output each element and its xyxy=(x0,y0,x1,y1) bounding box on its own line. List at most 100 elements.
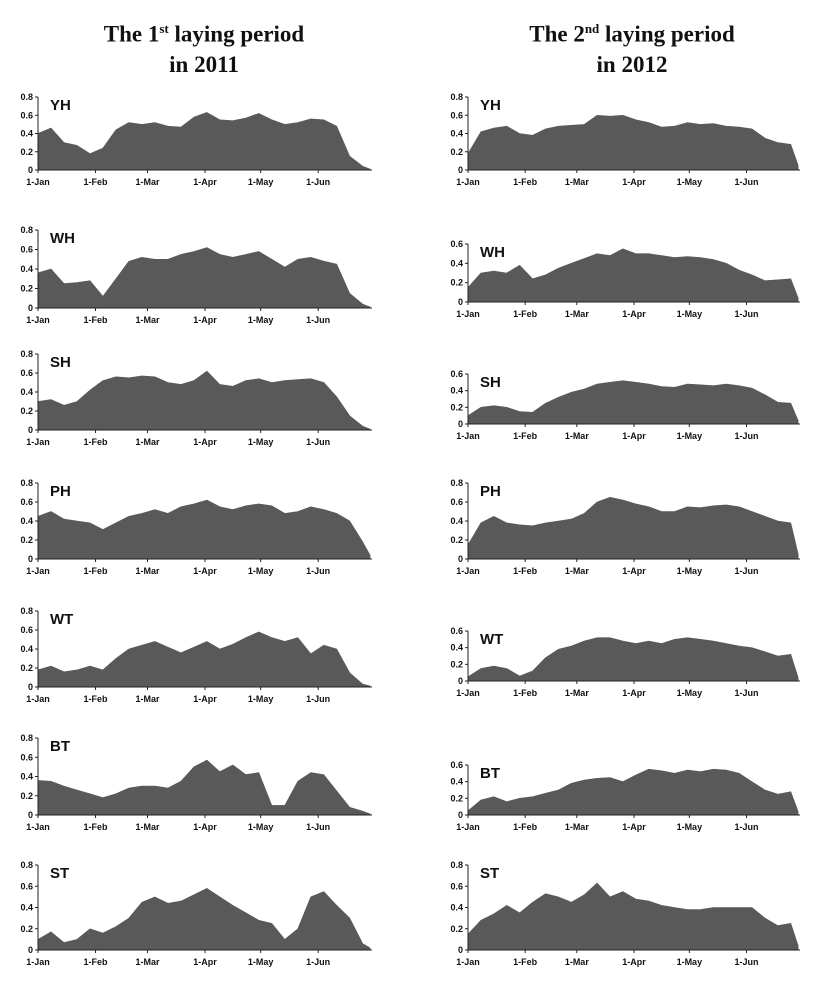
x-tick-label: 1-Mar xyxy=(565,431,590,441)
x-tick-label: 1-Jan xyxy=(456,431,480,441)
x-tick-label: 1-Jun xyxy=(735,688,759,698)
x-tick-label: 1-May xyxy=(677,431,703,441)
y-tick-label: 0.6 xyxy=(450,881,463,891)
x-tick-label: 1-May xyxy=(248,694,274,704)
y-tick-label: 0.2 xyxy=(20,406,33,416)
x-tick-label: 1-Jan xyxy=(26,437,50,447)
x-tick-label: 1-Jun xyxy=(735,957,759,967)
x-tick-label: 1-Apr xyxy=(193,566,217,576)
y-tick-label: 0.2 xyxy=(450,924,463,934)
x-tick-label: 1-Mar xyxy=(135,566,160,576)
x-tick-label: 1-May xyxy=(677,177,703,187)
x-tick-label: 1-Jun xyxy=(306,315,330,325)
area-series xyxy=(467,114,799,171)
y-tick-label: 0 xyxy=(458,945,463,955)
area-series xyxy=(467,768,799,816)
x-tick-label: 1-Apr xyxy=(193,957,217,967)
panel-label: PH xyxy=(50,483,71,500)
y-tick-label: 0.6 xyxy=(450,369,463,379)
x-tick-label: 1-May xyxy=(248,315,274,325)
area-series xyxy=(37,631,371,688)
area-series xyxy=(37,759,371,816)
y-tick-label: 0.4 xyxy=(450,129,463,139)
column-title-line1: The 2nd laying period xyxy=(529,21,735,47)
x-tick-label: 1-Jun xyxy=(735,431,759,441)
panel-label: SH xyxy=(480,374,501,391)
y-tick-label: 0.6 xyxy=(20,497,33,507)
y-tick-label: 0.6 xyxy=(20,625,33,635)
panel-label: ST xyxy=(50,865,69,882)
x-tick-label: 1-Jan xyxy=(26,957,50,967)
y-tick-label: 0.2 xyxy=(20,535,33,545)
x-tick-label: 1-Jun xyxy=(735,177,759,187)
y-tick-label: 0.2 xyxy=(20,147,33,157)
y-tick-label: 0.4 xyxy=(20,644,33,654)
x-tick-label: 1-Mar xyxy=(565,688,590,698)
y-tick-label: 0 xyxy=(28,682,33,692)
panel-label: SH xyxy=(50,354,71,371)
y-tick-label: 0.2 xyxy=(450,278,463,288)
column-title-line2: in 2011 xyxy=(169,51,239,77)
y-tick-label: 0.6 xyxy=(450,626,463,636)
y-tick-label: 0.4 xyxy=(20,772,33,782)
y-tick-label: 0.4 xyxy=(20,516,33,526)
x-tick-label: 1-Mar xyxy=(135,437,160,447)
chart-st-2012: 0 0.2 0.4 0.6 0.8 1-Jan 1-Feb 1-Mar 1-Apr 1-May 1-… xyxy=(450,860,800,967)
chart-ph-2012: 0 0.2 0.4 0.6 0.8 1-Jan 1-Feb 1-Mar 1-Apr 1-May 1-… xyxy=(450,478,800,576)
y-tick-label: 0 xyxy=(28,303,33,313)
x-tick-label: 1-Jan xyxy=(456,688,480,698)
y-tick-label: 0.6 xyxy=(20,110,33,120)
x-tick-label: 1-Feb xyxy=(84,437,109,447)
y-tick-label: 0 xyxy=(458,297,463,307)
chart-wt-2012: 0 0.2 0.4 0.6 1-Jan 1-Feb 1-Mar 1-Apr 1-May 1-Jun… xyxy=(450,626,800,698)
area-series xyxy=(467,637,799,682)
y-tick-label: 0.6 xyxy=(20,245,33,255)
x-tick-label: 1-Jun xyxy=(306,822,330,832)
x-tick-label: 1-Apr xyxy=(622,431,646,441)
x-tick-label: 1-Jun xyxy=(306,437,330,447)
x-tick-label: 1-May xyxy=(248,437,274,447)
x-tick-label: 1-Apr xyxy=(622,957,646,967)
chart-bt-2011: 0 0.2 0.4 0.6 0.8 1-Jan 1-Feb 1-Mar 1-Apr 1-May 1-… xyxy=(20,733,372,832)
area-series xyxy=(467,882,799,951)
x-tick-label: 1-Feb xyxy=(84,957,109,967)
x-tick-label: 1-Mar xyxy=(135,315,160,325)
x-tick-label: 1-Feb xyxy=(84,177,109,187)
x-tick-label: 1-Feb xyxy=(513,431,538,441)
y-tick-label: 0.8 xyxy=(20,225,33,235)
x-tick-label: 1-Apr xyxy=(622,688,646,698)
x-tick-label: 1-Apr xyxy=(193,822,217,832)
x-tick-label: 1-May xyxy=(677,309,703,319)
chart-st-2011: 0 0.2 0.4 0.6 0.8 1-Jan 1-Feb 1-Mar 1-Apr 1-May 1-… xyxy=(20,860,372,967)
y-tick-label: 0 xyxy=(458,419,463,429)
x-tick-label: 1-Feb xyxy=(84,315,109,325)
x-tick-label: 1-Feb xyxy=(513,822,538,832)
x-tick-label: 1-Apr xyxy=(193,315,217,325)
y-tick-label: 0.6 xyxy=(450,110,463,120)
y-tick-label: 0.4 xyxy=(450,777,463,787)
y-tick-label: 0.2 xyxy=(20,284,33,294)
chart-yh-2012: 0 0.2 0.4 0.6 0.8 1-Jan 1-Feb 1-Mar 1-Apr 1-May 1-… xyxy=(450,92,800,187)
x-tick-label: 1-Jan xyxy=(456,822,480,832)
y-tick-label: 0.8 xyxy=(450,92,463,102)
column-title-2012: The 2nd laying period in 2012 xyxy=(482,14,782,80)
x-tick-label: 1-Feb xyxy=(513,957,538,967)
x-tick-label: 1-May xyxy=(248,566,274,576)
y-tick-label: 0.6 xyxy=(20,881,33,891)
x-tick-label: 1-Feb xyxy=(84,694,109,704)
x-tick-label: 1-Jan xyxy=(26,694,50,704)
y-tick-label: 0.8 xyxy=(20,860,33,870)
panel-label: WH xyxy=(50,230,75,247)
x-tick-label: 1-May xyxy=(248,957,274,967)
chart-bt-2012: 0 0.2 0.4 0.6 1-Jan 1-Feb 1-Mar 1-Apr 1-May 1-Jun… xyxy=(450,760,800,832)
y-tick-label: 0 xyxy=(28,554,33,564)
area-series xyxy=(37,888,371,951)
x-tick-label: 1-Mar xyxy=(565,309,590,319)
y-tick-label: 0.2 xyxy=(450,793,463,803)
area-series xyxy=(467,496,799,560)
x-tick-label: 1-Mar xyxy=(565,822,590,832)
x-tick-label: 1-Mar xyxy=(135,177,160,187)
y-tick-label: 0.2 xyxy=(450,402,463,412)
y-tick-label: 0 xyxy=(28,165,33,175)
